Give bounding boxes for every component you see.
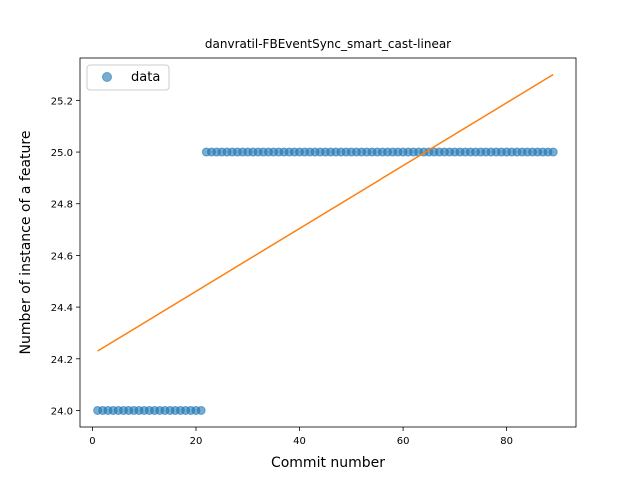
y-tick-label: 25.2 [51, 96, 73, 107]
y-tick-label: 24.6 [51, 251, 73, 262]
data-point [548, 147, 558, 157]
y-axis: 24.0 24.2 24.4 24.6 24.8 25.0 25.2 [51, 96, 80, 417]
x-tick-label: 20 [190, 436, 203, 447]
y-tick-label: 24.8 [51, 200, 73, 211]
y-tick-label: 24.0 [51, 406, 73, 417]
x-tick-label: 80 [500, 436, 513, 447]
x-axis-label: Commit number [271, 455, 385, 471]
y-tick-label: 24.2 [51, 355, 73, 366]
y-tick-label: 25.0 [51, 148, 73, 159]
axes-frame [79, 57, 577, 428]
y-axis-label: Number of instance of a feature [18, 131, 34, 355]
legend: data [86, 64, 170, 91]
data-point [196, 405, 206, 415]
chart-title: danvratil-FBEventSync_smart_cast-linear [205, 37, 451, 51]
plot-area [93, 73, 558, 415]
x-tick-label: 0 [89, 436, 95, 447]
y-tick-label: 24.4 [51, 303, 73, 314]
x-tick-label: 60 [397, 436, 410, 447]
legend-marker-data [102, 72, 112, 82]
x-axis: 0 20 40 60 80 [89, 427, 513, 447]
x-tick-label: 40 [293, 436, 306, 447]
legend-label-data: data [131, 70, 160, 85]
fit-line [97, 73, 554, 352]
legend-box [86, 64, 170, 91]
